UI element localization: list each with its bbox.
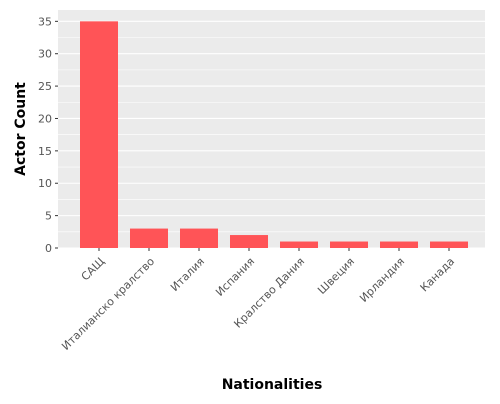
x-tick-label: Канада (418, 255, 457, 294)
bar (330, 241, 368, 248)
bar (180, 228, 218, 248)
bars (80, 21, 468, 249)
x-tick-label: Испания (213, 255, 257, 299)
y-tick-label: 20 (38, 112, 52, 125)
bar (80, 21, 118, 249)
bar (430, 241, 468, 248)
bar (130, 228, 168, 248)
x-tick-label: САЩ (79, 255, 107, 283)
y-tick-label: 15 (38, 145, 52, 158)
x-tick-label: Италианско кралство (59, 255, 157, 353)
x-tick-label: Ирландия (357, 255, 407, 305)
x-axis-label: Nationalities (222, 377, 323, 393)
plot-background (58, 10, 485, 248)
y-tick-label: 35 (38, 15, 52, 28)
x-tick-label: Италия (168, 255, 207, 294)
y-tick-label: 5 (45, 210, 52, 223)
bar (280, 241, 318, 248)
y-axis-label: Actor Count (13, 82, 29, 176)
bar (380, 241, 418, 248)
y-tick-label: 30 (38, 48, 52, 61)
y-tick-label: 10 (38, 177, 52, 190)
gridlines (58, 20, 485, 249)
y-tick-label: 25 (38, 80, 52, 93)
y-tick-label: 0 (45, 242, 52, 255)
x-tick-label: Швеция (315, 255, 357, 297)
y-axis-ticks: 0 5 10 15 20 25 30 35 (38, 15, 58, 255)
bar (230, 235, 268, 248)
